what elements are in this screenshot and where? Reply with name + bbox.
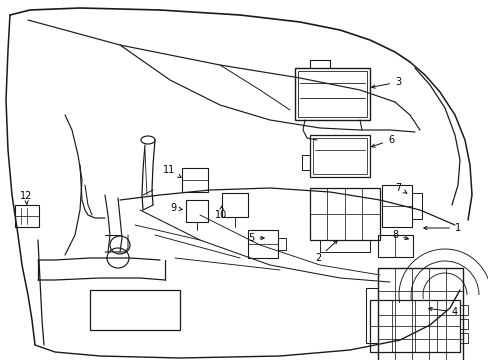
Bar [247, 230, 278, 258]
Text: 11: 11 [163, 165, 181, 177]
Bar [309, 135, 369, 177]
Bar [377, 268, 462, 360]
Text: 9: 9 [170, 203, 182, 213]
Bar [15, 205, 39, 227]
Bar [182, 168, 207, 192]
Text: 10: 10 [215, 206, 227, 220]
Bar [222, 193, 247, 217]
Bar [312, 138, 366, 174]
Bar [297, 71, 366, 117]
Bar [294, 68, 369, 120]
Bar [369, 300, 459, 352]
Text: 12: 12 [20, 191, 32, 204]
Text: 7: 7 [394, 183, 406, 193]
Text: 4: 4 [428, 307, 457, 317]
Text: 3: 3 [371, 77, 400, 88]
Bar [381, 185, 411, 227]
Text: 6: 6 [371, 135, 393, 147]
Bar [90, 290, 180, 330]
Text: 1: 1 [423, 223, 460, 233]
Bar [309, 188, 379, 240]
Bar [185, 200, 207, 222]
Text: 8: 8 [391, 230, 407, 240]
Bar [377, 235, 412, 257]
Text: 5: 5 [247, 233, 264, 243]
Text: 2: 2 [314, 240, 337, 263]
